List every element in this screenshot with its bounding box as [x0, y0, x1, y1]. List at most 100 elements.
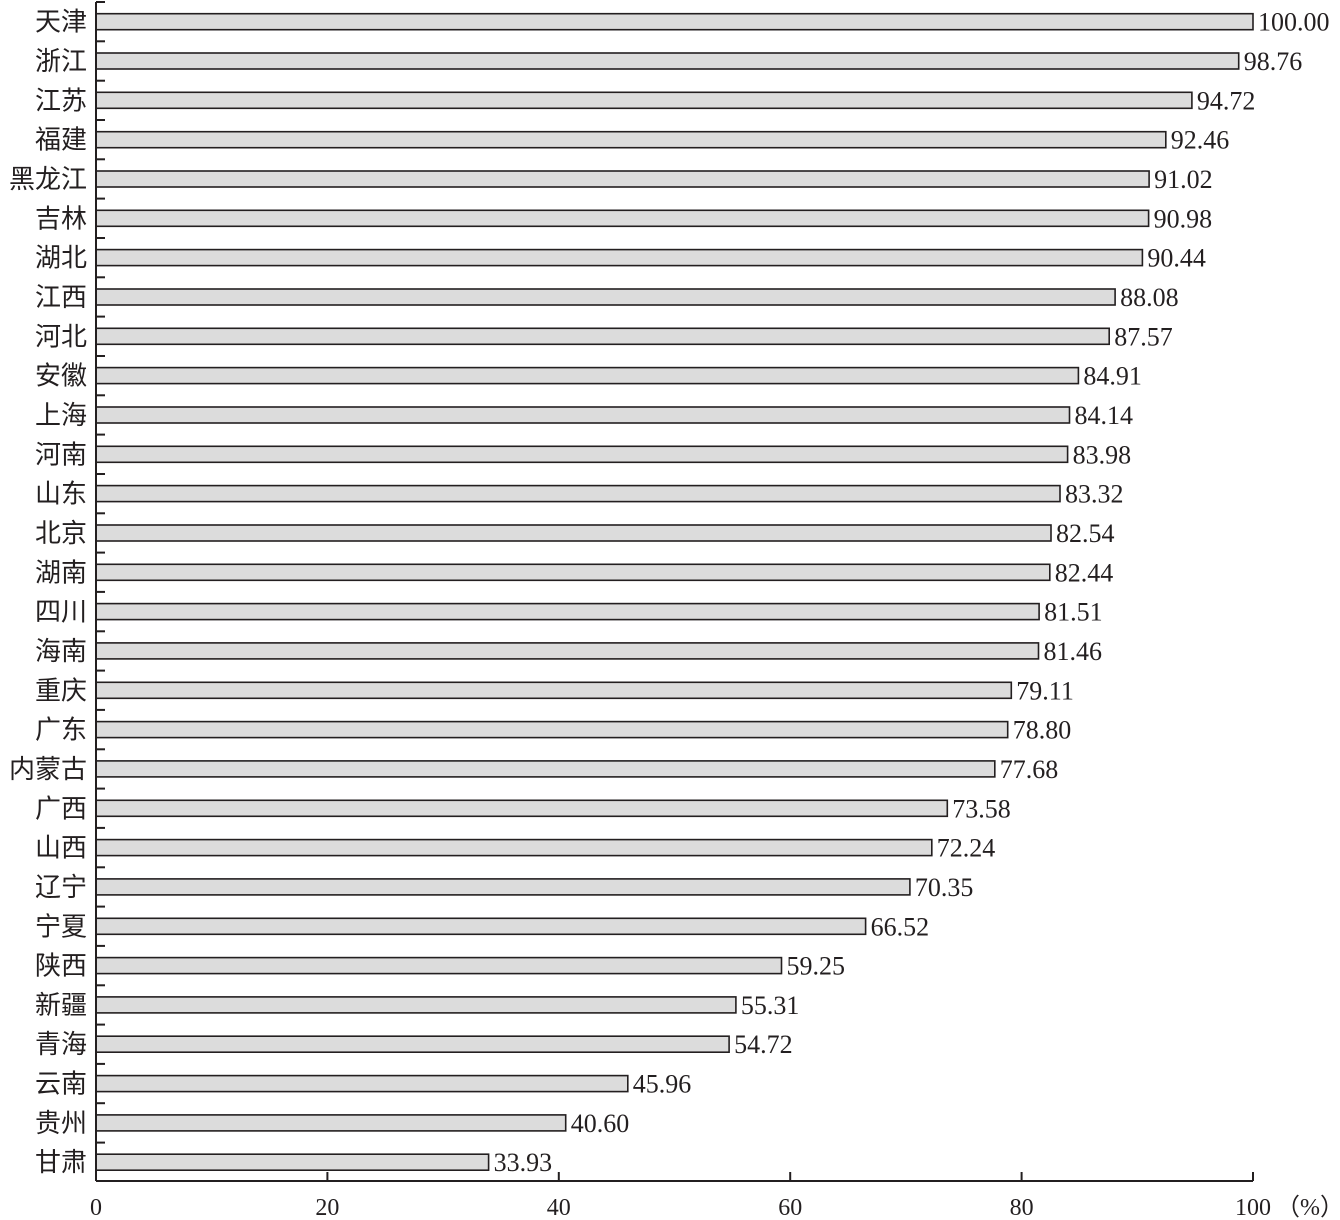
category-label-20: 内蒙古: [9, 755, 87, 785]
value-label-3: 94.72: [1197, 86, 1256, 115]
axis-layer: [95, 1, 1254, 1182]
category-label-25: 陕西: [35, 952, 87, 982]
value-label-15: 82.44: [1055, 558, 1114, 587]
bar-4: [95, 130, 1167, 149]
category-label-1: 天津: [35, 8, 87, 38]
bar-20: [95, 760, 996, 778]
bar-15: [95, 563, 1051, 582]
value-label-27: 54.72: [734, 1030, 793, 1059]
bar-25: [95, 956, 783, 975]
bar-21: [95, 799, 949, 818]
value-label-14: 82.54: [1056, 519, 1115, 548]
value-label-8: 88.08: [1120, 283, 1179, 312]
value-label-17: 81.46: [1044, 637, 1103, 666]
category-label-6: 吉林: [35, 204, 87, 234]
bar-28: [95, 1074, 629, 1093]
category-label-13: 山东: [35, 480, 87, 510]
category-label-18: 重庆: [35, 676, 87, 706]
value-label-13: 83.32: [1065, 480, 1124, 509]
bar-6: [95, 209, 1150, 228]
bar-30: [95, 1153, 490, 1171]
category-label-11: 上海: [35, 401, 87, 431]
bar-3: [95, 91, 1193, 110]
x-tick-label-80: 80: [1010, 1195, 1034, 1220]
x-tick-label-0: 0: [90, 1195, 102, 1220]
bar-11: [95, 406, 1071, 424]
bar-10: [95, 366, 1080, 385]
x-axis-unit: （%）: [1276, 1195, 1340, 1220]
bar-24: [95, 917, 867, 936]
value-label-19: 78.80: [1013, 716, 1071, 745]
category-label-15: 湖南: [35, 558, 87, 588]
x-tick-label-20: 20: [315, 1195, 339, 1220]
x-tick-label-60: 60: [778, 1195, 802, 1220]
category-label-2: 浙江: [35, 47, 87, 77]
value-label-20: 77.68: [1000, 755, 1059, 784]
bar-9: [95, 327, 1111, 346]
category-label-10: 安徽: [35, 362, 87, 392]
bar-7: [95, 248, 1144, 267]
bar-1: [95, 12, 1254, 31]
bar-27: [95, 1035, 730, 1053]
category-label-17: 海南: [35, 637, 87, 667]
category-label-22: 山西: [35, 834, 87, 864]
bar-16: [95, 602, 1040, 621]
value-label-22: 72.24: [937, 834, 996, 863]
bar-2: [95, 52, 1240, 70]
value-label-26: 55.31: [741, 991, 800, 1020]
category-label-19: 广东: [35, 716, 87, 746]
value-label-6: 90.98: [1154, 204, 1213, 233]
bar-8: [95, 288, 1116, 306]
category-label-4: 福建: [35, 126, 87, 156]
category-label-28: 云南: [35, 1070, 87, 1100]
bar-29: [95, 1114, 567, 1132]
value-label-9: 87.57: [1114, 322, 1173, 351]
bar-17: [95, 642, 1040, 660]
value-label-7: 90.44: [1147, 244, 1206, 273]
category-label-5: 黑龙江: [9, 165, 87, 195]
value-label-30: 33.93: [494, 1148, 552, 1177]
category-label-16: 四川: [35, 598, 87, 628]
value-label-29: 40.60: [571, 1109, 630, 1138]
category-label-21: 广西: [35, 794, 87, 824]
category-label-14: 北京: [35, 519, 87, 549]
category-label-27: 青海: [35, 1030, 87, 1060]
category-label-9: 河北: [35, 322, 87, 352]
category-label-30: 甘肃: [35, 1148, 87, 1178]
value-label-4: 92.46: [1171, 126, 1230, 155]
labels-layer: 天津 100.00 浙江 98.76 江苏 94.72 福建 92.46 黑龙江 91.02 吉林 9…: [9, 8, 1330, 1220]
category-label-29: 贵州: [35, 1109, 87, 1139]
category-label-23: 辽宁: [35, 873, 87, 903]
x-tick-label-100: 100: [1235, 1195, 1271, 1220]
value-label-2: 98.76: [1244, 47, 1303, 76]
bar-13: [95, 484, 1061, 503]
value-label-21: 73.58: [952, 794, 1011, 823]
value-label-18: 79.11: [1016, 676, 1074, 705]
category-label-7: 湖北: [35, 244, 87, 274]
value-label-25: 59.25: [787, 952, 846, 981]
bar-5: [95, 170, 1150, 188]
value-label-1: 100.00: [1258, 8, 1330, 37]
value-label-5: 91.02: [1154, 165, 1213, 194]
value-label-24: 66.52: [871, 912, 930, 941]
bar-19: [95, 720, 1009, 739]
category-label-24: 宁夏: [35, 912, 87, 942]
bar-26: [95, 996, 737, 1014]
category-label-12: 河南: [35, 440, 87, 470]
value-label-16: 81.51: [1044, 598, 1103, 627]
x-tick-label-40: 40: [547, 1195, 571, 1220]
bar-18: [95, 681, 1013, 700]
bar-14: [95, 524, 1052, 542]
category-label-26: 新疆: [35, 991, 87, 1021]
value-label-11: 84.14: [1075, 401, 1134, 430]
bars-layer: [95, 12, 1254, 1171]
category-label-8: 江西: [35, 283, 87, 313]
bar-22: [95, 838, 933, 857]
value-label-10: 84.91: [1083, 362, 1142, 391]
category-label-3: 江苏: [35, 86, 87, 116]
bar-23: [95, 878, 911, 896]
value-label-28: 45.96: [633, 1070, 692, 1099]
value-label-23: 70.35: [915, 873, 974, 902]
